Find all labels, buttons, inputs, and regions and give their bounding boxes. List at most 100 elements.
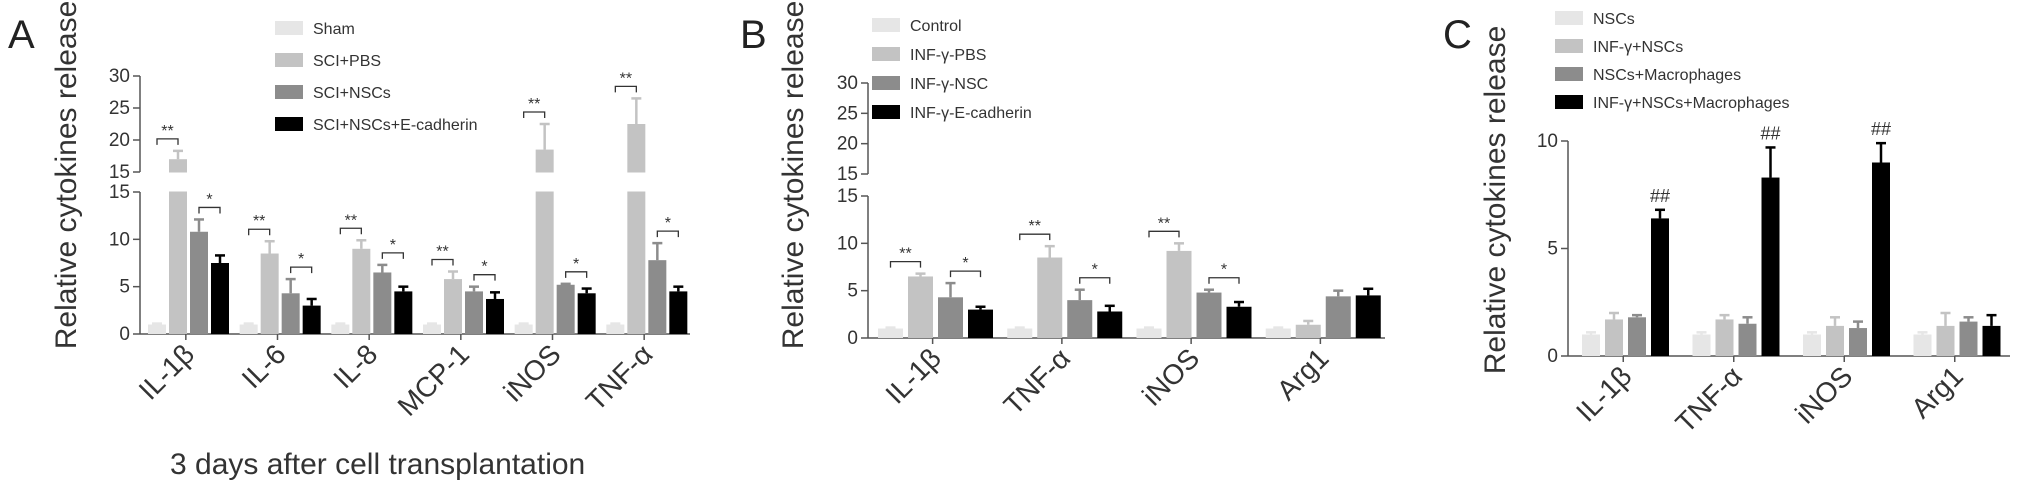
- bar: [148, 324, 166, 334]
- bar: [1803, 334, 1821, 356]
- legend-label: SCI+NSCs: [313, 85, 391, 102]
- bar: [1605, 319, 1623, 356]
- panel-c-ylabel: Relative cytokines release: [1479, 26, 1512, 375]
- bar: [394, 291, 413, 334]
- y-tick-label: 20: [837, 134, 858, 155]
- significance-label: **: [1029, 218, 1041, 235]
- bar: [1738, 323, 1757, 356]
- legend-swatch: [275, 85, 303, 99]
- significance-label: *: [962, 255, 968, 272]
- significance-bracket: [614, 85, 637, 93]
- significance-bracket: [1019, 233, 1051, 241]
- x-tick-label: iNOS: [1136, 342, 1205, 411]
- y-tick-label: 15: [109, 162, 130, 183]
- y-tick-label: 30: [109, 66, 130, 87]
- bar: [1325, 296, 1351, 338]
- significance-label: **: [620, 70, 632, 87]
- bar: [1067, 300, 1093, 338]
- y-tick-label: 0: [847, 328, 858, 349]
- significance-bracket: [1079, 277, 1111, 284]
- y-tick-label: 0: [1547, 346, 1558, 367]
- significance-label: **: [253, 213, 265, 230]
- significance-label: **: [1158, 215, 1170, 232]
- bar: [423, 324, 441, 334]
- significance-bracket: [156, 138, 179, 145]
- bar: [281, 293, 300, 334]
- significance-label: **: [436, 244, 448, 261]
- significance-label: ##: [1650, 186, 1670, 206]
- bar: [444, 279, 462, 334]
- bar: [239, 324, 258, 334]
- bar: [1265, 328, 1291, 338]
- bar: [556, 284, 575, 334]
- bar: [1355, 295, 1381, 338]
- legend-label: Control: [910, 18, 962, 35]
- bar: [1651, 218, 1669, 356]
- significance-label: ##: [1760, 123, 1780, 143]
- y-tick-label: 0: [119, 324, 130, 345]
- bar: [535, 149, 554, 334]
- bar: [1037, 257, 1063, 338]
- y-tick-label: 15: [109, 182, 130, 203]
- bar: [260, 253, 279, 334]
- bar: [331, 324, 350, 334]
- bar: [373, 272, 392, 334]
- panel-label-b: B: [740, 13, 767, 57]
- x-tick-label: MCP-1: [392, 338, 476, 422]
- x-tick-label: iNOS: [498, 338, 567, 407]
- significance-label: *: [1221, 262, 1227, 279]
- significance-bracket: [248, 228, 271, 236]
- bar: [1097, 311, 1123, 338]
- x-tick-label: IL-8: [327, 338, 383, 394]
- legend-swatch: [1555, 95, 1583, 109]
- significance-label: *: [1092, 262, 1098, 279]
- bar: [211, 263, 229, 334]
- y-tick-label: 15: [837, 164, 858, 185]
- x-tick-label: Arg1: [1271, 342, 1335, 406]
- bar: [1826, 325, 1844, 356]
- y-tick-label: 25: [109, 98, 130, 119]
- bar: [1936, 325, 1955, 356]
- significance-bracket: [656, 230, 679, 238]
- significance-label: *: [573, 256, 579, 273]
- bar: [648, 260, 667, 334]
- bar: [1959, 321, 1978, 356]
- legend-label: INF-γ+NSCs: [1593, 39, 1683, 56]
- bar: [1982, 325, 2001, 356]
- bar: [1913, 334, 1932, 356]
- bar: [514, 324, 533, 334]
- panel-a-xlabel: 3 days after cell transplantation: [170, 448, 585, 481]
- significance-label: *: [665, 215, 671, 232]
- bar: [1582, 334, 1600, 356]
- significance-bracket: [431, 258, 454, 266]
- significance-label: **: [345, 212, 357, 229]
- x-tick-label: Arg1: [1905, 360, 1969, 424]
- bar: [1196, 292, 1222, 338]
- legend-swatch: [275, 53, 303, 67]
- legend-swatch: [872, 105, 900, 119]
- x-tick-label: iNOS: [1789, 360, 1858, 429]
- axis-break: [870, 174, 1387, 196]
- significance-label: *: [206, 191, 212, 208]
- legend-label: INF-γ+NSCs+Macrophages: [1593, 95, 1790, 112]
- y-tick-label: 30: [837, 73, 858, 94]
- significance-label: **: [528, 96, 540, 113]
- y-tick-label: 5: [847, 281, 858, 302]
- bar: [1295, 324, 1321, 338]
- legend-swatch: [1555, 11, 1583, 25]
- x-tick-label: IL-1β: [879, 342, 946, 409]
- significance-bracket: [473, 274, 496, 281]
- significance-label: *: [390, 237, 396, 254]
- bar: [1872, 162, 1890, 356]
- bar: [1849, 328, 1867, 356]
- legend-label: SCI+PBS: [313, 53, 381, 70]
- y-tick-label: 10: [837, 233, 858, 254]
- significance-bracket: [1208, 277, 1240, 284]
- y-tick-label: 10: [109, 229, 130, 250]
- bar: [190, 231, 208, 334]
- x-tick-label: TNF-α: [998, 342, 1076, 420]
- significance-bracket: [381, 252, 404, 259]
- significance-bracket: [523, 111, 546, 118]
- panel-c: C Relative cytokines release 0 5 10 IL-1β TN…: [1443, 11, 2010, 439]
